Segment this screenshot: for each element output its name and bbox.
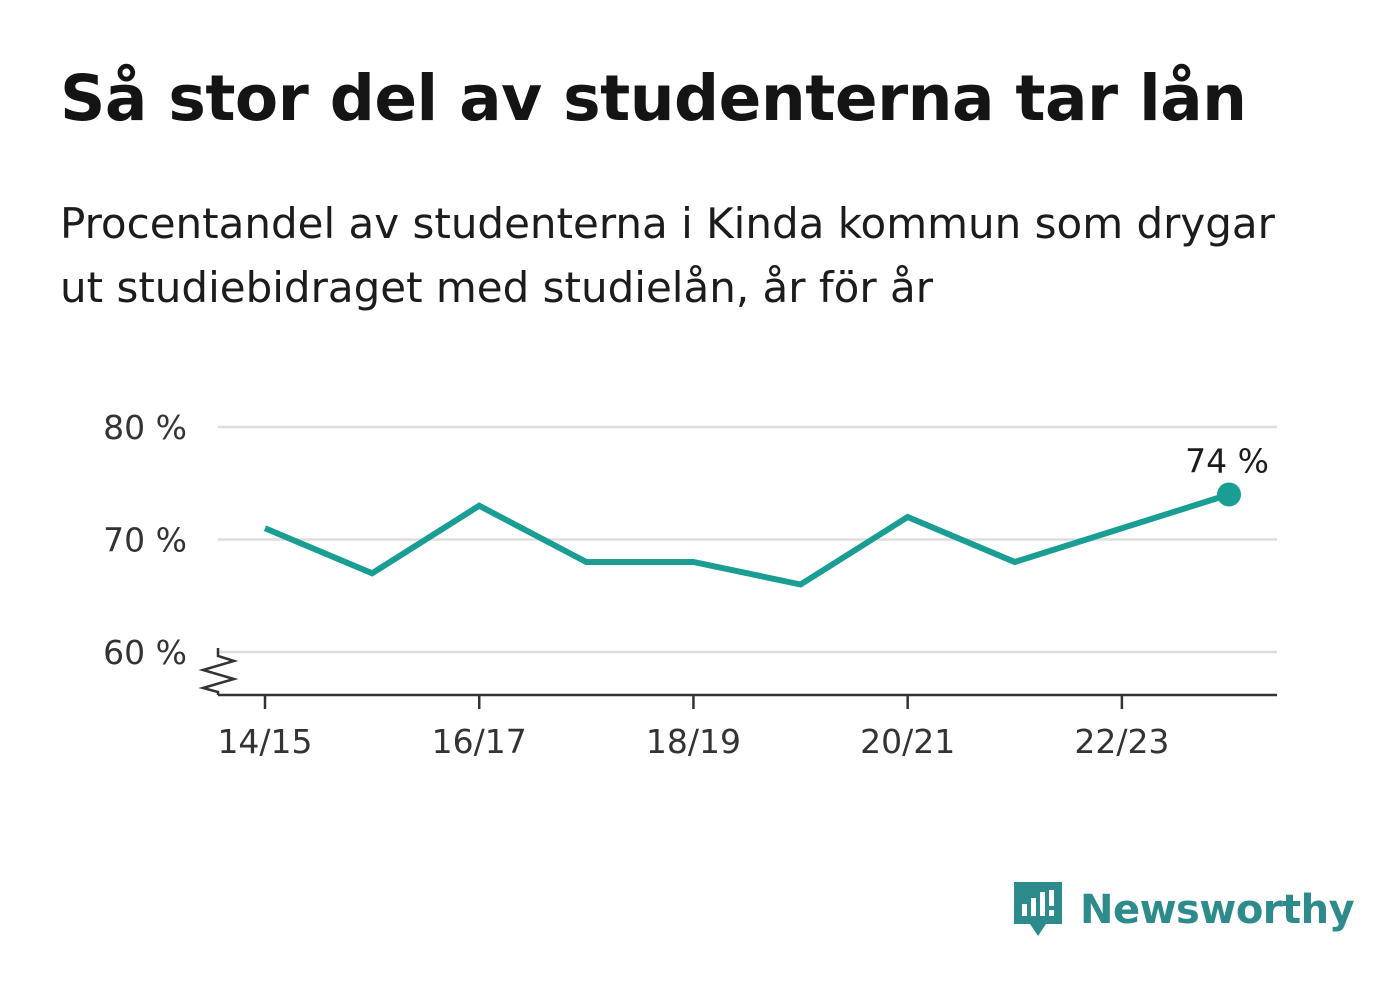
series-line xyxy=(263,491,1230,588)
chart-subtitle: Procentandel av studenterna i Kinda komm… xyxy=(60,199,1275,312)
x-axis-tick-labels: 14/15 16/17 18/19 20/21 22/23 xyxy=(217,695,1169,761)
y-tick-label: 70 % xyxy=(103,521,187,560)
x-tick-label: 20/21 xyxy=(860,722,955,761)
x-tick-label: 18/19 xyxy=(646,722,741,761)
last-value-point xyxy=(1217,482,1241,507)
y-axis-break-marker xyxy=(198,648,239,695)
y-tick-label: 60 % xyxy=(103,633,187,672)
series-layer: 74 % xyxy=(263,442,1269,588)
chart-title: Så stor del av studenterna tar lån xyxy=(60,62,1247,135)
y-axis-tick-labels: 60 % 70 % 80 % xyxy=(103,408,187,672)
x-tick-label: 16/17 xyxy=(432,722,527,761)
x-axis xyxy=(198,648,1277,697)
newsworthy-logo-icon xyxy=(1014,882,1062,936)
x-tick-label: 14/15 xyxy=(217,722,312,761)
y-tick-label: 80 % xyxy=(103,408,187,447)
x-tick-label: 22/23 xyxy=(1074,722,1169,761)
last-value-label: 74 % xyxy=(1185,442,1269,481)
newsworthy-logo: Newsworthy xyxy=(1012,880,1355,940)
gridlines xyxy=(218,425,1277,654)
brand-name: Newsworthy xyxy=(1080,887,1355,933)
